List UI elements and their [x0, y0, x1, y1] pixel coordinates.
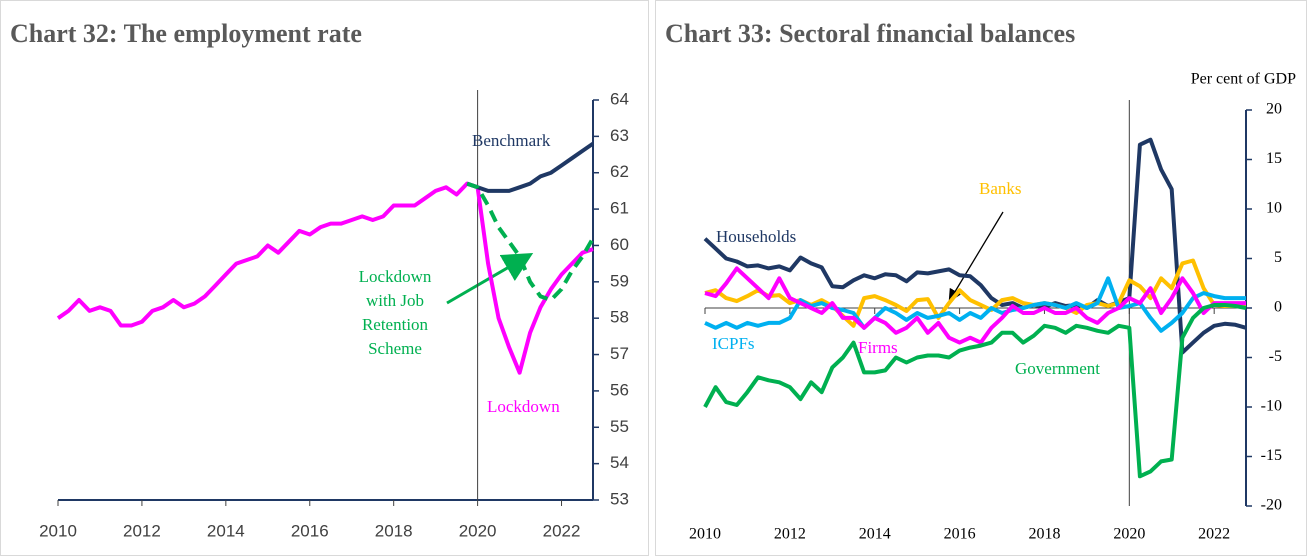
series-label: Lockdown [487, 397, 560, 416]
y-tick-label: 57 [610, 344, 629, 363]
x-tick-label: 2014 [207, 521, 245, 540]
annotation-arrow [948, 211, 1004, 303]
x-tick-label: 2010 [39, 521, 77, 540]
y-tick-label: -10 [1261, 398, 1282, 415]
series-line [56, 181, 594, 375]
series-line [703, 303, 1247, 479]
series-label: Banks [979, 179, 1022, 198]
series-label: Benchmark [472, 131, 551, 150]
series-label: ICPFs [712, 334, 755, 353]
x-tick-label: 2016 [944, 526, 976, 543]
y-tick-label: 10 [1266, 200, 1282, 217]
x-tick-label: 2012 [774, 526, 806, 543]
y-tick-label: 58 [610, 308, 629, 327]
y-axis-label: Per cent of GDP [1191, 71, 1296, 88]
x-tick-label: 2022 [1198, 526, 1230, 543]
y-tick-label: 61 [610, 199, 629, 218]
y-tick-label: 0 [1274, 299, 1282, 316]
series-label: Government [1015, 359, 1100, 378]
x-tick-label: 2014 [859, 526, 891, 543]
x-tick-label: 2018 [1028, 526, 1060, 543]
x-tick-label: 2020 [459, 521, 497, 540]
series-label: Scheme [368, 339, 422, 358]
chart-title: Chart 33: Sectoral financial balances [665, 19, 1075, 48]
y-tick-label: 54 [610, 453, 629, 472]
x-tick-label: 2012 [123, 521, 161, 540]
y-tick-label: 15 [1266, 150, 1282, 167]
series-label: Households [716, 227, 796, 246]
panel-border [0, 0, 649, 556]
y-tick-label: -20 [1261, 497, 1282, 514]
chart-title: Chart 32: The employment rate [10, 19, 362, 48]
x-tick-label: 2016 [291, 521, 329, 540]
y-tick-label: 5 [1274, 249, 1282, 266]
y-tick-label: 53 [610, 489, 629, 508]
y-tick-label: 64 [610, 89, 629, 108]
series-label: Firms [858, 338, 898, 357]
series-label: Lockdown [359, 267, 432, 286]
series-line [703, 137, 1247, 355]
series-label: with Job [366, 291, 424, 310]
annotation-arrow [446, 252, 534, 305]
y-tick-label: -15 [1261, 447, 1282, 464]
series-line [704, 266, 1246, 345]
series-line [466, 181, 595, 302]
x-tick-label: 2022 [543, 521, 581, 540]
y-tick-label: -5 [1269, 348, 1282, 365]
x-tick-label: 2010 [689, 526, 721, 543]
y-tick-label: 63 [610, 126, 629, 145]
y-tick-label: 62 [610, 162, 629, 181]
y-tick-label: 59 [610, 271, 629, 290]
y-tick-label: 20 [1266, 101, 1282, 118]
series-line [704, 276, 1246, 333]
series-label: Retention [362, 315, 429, 334]
series-line [466, 141, 595, 193]
y-tick-label: 56 [610, 380, 629, 399]
x-tick-label: 2018 [375, 521, 413, 540]
x-tick-label: 2020 [1113, 526, 1145, 543]
y-tick-label: 55 [610, 417, 629, 436]
y-tick-label: 60 [610, 235, 629, 254]
